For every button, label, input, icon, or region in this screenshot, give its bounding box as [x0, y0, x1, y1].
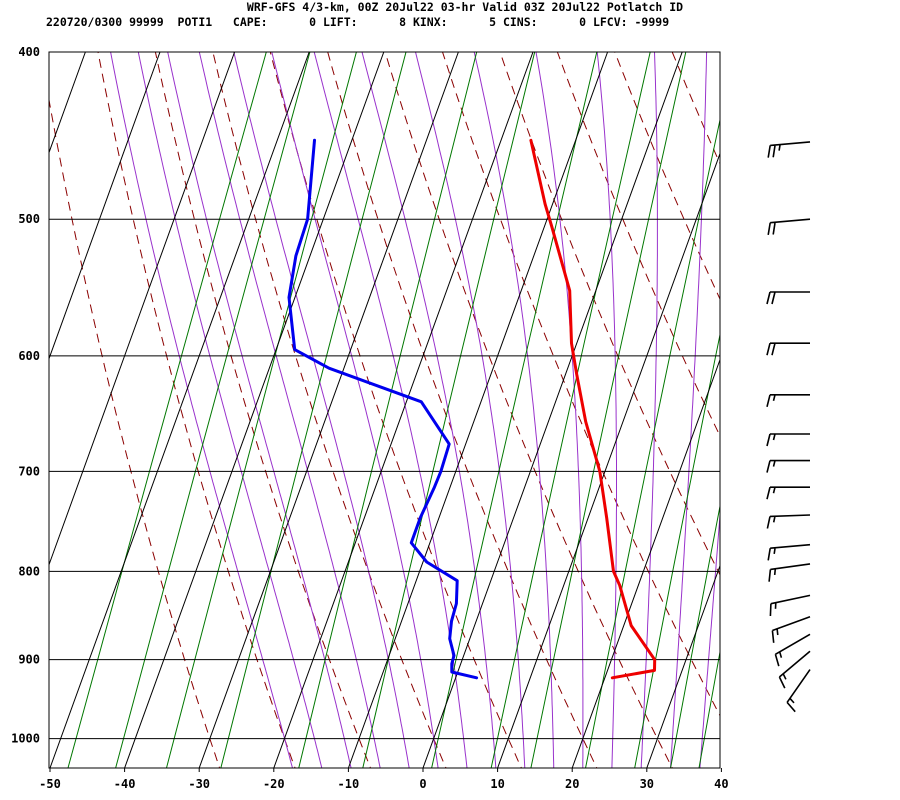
pressure-tick-label: 800	[18, 564, 40, 578]
mixing-ratio-line	[698, 649, 720, 768]
mixing-ratio-line	[670, 503, 720, 768]
moist-adiabat	[640, 52, 658, 768]
chart-title: WRF-GFS 4/3-km, 00Z 20Jul22 03-hr Valid …	[247, 0, 683, 14]
temperature-tick-label: -40	[114, 777, 136, 791]
pressure-tick-label: 600	[18, 349, 40, 363]
temperature-tick-label: -30	[188, 777, 210, 791]
isotherm	[571, 358, 720, 768]
wind-barb	[767, 141, 811, 158]
isotherm	[49, 52, 86, 154]
dry-adiabat	[327, 52, 598, 768]
dry-adiabat	[787, 52, 900, 775]
wind-barb	[786, 669, 811, 713]
isotherm	[124, 52, 385, 768]
wind-barb	[766, 459, 810, 473]
wind-barb	[767, 218, 811, 236]
isotherm	[646, 564, 720, 768]
isotherm	[273, 52, 534, 768]
pressure-tick-label: 900	[18, 653, 40, 667]
wind-barb	[766, 394, 810, 407]
moist-adiabat	[361, 52, 497, 768]
isotherm	[497, 152, 720, 768]
mixing-ratio-line	[115, 52, 311, 768]
isotherm	[49, 52, 161, 361]
temperature-tick-label: 10	[490, 777, 504, 791]
wind-barb	[778, 650, 811, 689]
chart-subtitle: 220720/0300 99999 POTI1 CAPE: 0 LIFT: 8 …	[46, 15, 669, 29]
isotherm	[49, 52, 236, 567]
moist-adiabat	[699, 509, 720, 768]
pressure-tick-label: 1000	[11, 732, 40, 746]
moist-adiabat	[313, 52, 468, 768]
wind-barb	[767, 543, 811, 561]
temperature-tick-label: -10	[338, 777, 360, 791]
temperature-tick-label: -50	[39, 777, 61, 791]
dry-adiabat	[442, 52, 720, 717]
moist-adiabat	[167, 52, 352, 768]
wind-barb	[771, 616, 811, 643]
temperature-tick-label: 40	[714, 777, 728, 791]
moist-adiabat	[137, 52, 323, 768]
wind-barb	[766, 433, 810, 447]
dry-adiabat	[845, 52, 900, 775]
moist-adiabat	[473, 52, 555, 768]
moist-adiabat	[669, 52, 708, 768]
pressure-axis: 400 500 600 700 800 900 1000	[11, 45, 40, 746]
temperature-tick-label: 30	[640, 777, 654, 791]
isotherm	[198, 52, 459, 768]
isotherm	[422, 52, 683, 768]
temperature-tick-label: 0	[419, 777, 426, 791]
wind-barb	[766, 514, 811, 529]
moist-adiabat	[535, 52, 584, 768]
pressure-tick-label: 400	[18, 45, 40, 59]
dry-adiabat	[212, 52, 447, 768]
dry-adiabat	[49, 97, 221, 768]
isotherm-isobar-grid	[0, 52, 900, 768]
temperature-tick-label: 20	[565, 777, 579, 791]
wind-barb	[774, 633, 811, 667]
moist-adiabat	[414, 52, 526, 768]
temperature-axis: -50 -40 -30 -20 -10 0 10 20 30 40	[39, 768, 729, 791]
pressure-tick-label: 500	[18, 212, 40, 226]
dry-adiabat	[671, 52, 720, 165]
wind-barb	[766, 291, 810, 305]
wind-barb	[766, 342, 810, 356]
temperature-tick-label: -20	[263, 777, 285, 791]
thermodynamic-background	[49, 43, 900, 776]
isotherm	[49, 52, 310, 768]
isotherm	[0, 52, 11, 768]
wind-barbs	[766, 141, 811, 713]
dry-adiabat	[614, 52, 720, 301]
dewpoint-profile-line	[287, 138, 479, 680]
moist-adiabat	[198, 52, 381, 768]
isotherm	[347, 52, 609, 768]
moist-adiabat	[271, 52, 439, 768]
moist-adiabat	[729, 43, 798, 776]
moist-adiabat	[233, 52, 410, 768]
dry-adiabat	[384, 52, 673, 768]
wind-barb	[768, 563, 811, 582]
dry-adiabat	[154, 52, 372, 768]
dry-adiabat	[730, 52, 900, 775]
sounding-profiles	[287, 138, 657, 680]
wind-barb	[769, 594, 811, 617]
temperature-profile-line	[529, 138, 657, 680]
dry-adiabat	[97, 52, 296, 768]
isotherm	[721, 52, 900, 768]
moist-adiabat	[110, 52, 294, 768]
wind-barb	[766, 486, 810, 500]
mixing-ratio-line	[362, 52, 536, 768]
dry-adiabat	[269, 52, 522, 768]
plot-frame	[48, 51, 721, 769]
dry-adiabat	[499, 52, 720, 576]
pressure-tick-label: 700	[18, 464, 40, 478]
